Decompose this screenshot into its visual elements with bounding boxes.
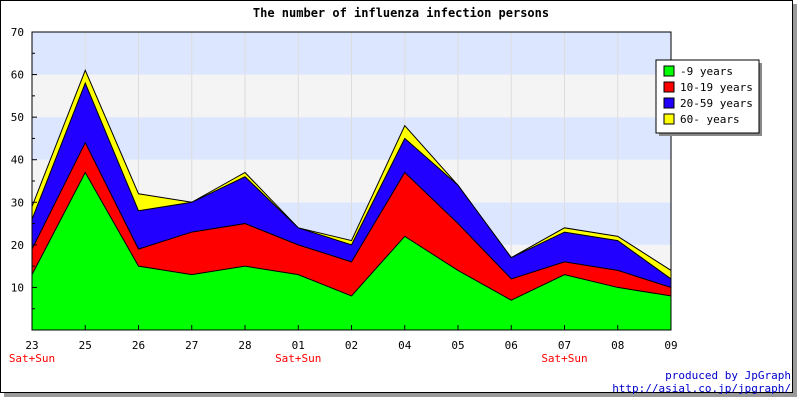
credit-url[interactable]: http://asial.co.jp/jpgraph/	[612, 382, 791, 394]
chart-frame: 10 20 30 40 50 60 70 23 25 26 27 28 01 02 04 05 06 07 08 09…	[0, 0, 793, 394]
legend-label: 10-19 years	[680, 81, 753, 94]
x-tick-label: 06	[505, 339, 518, 352]
area-series-1	[31, 171, 672, 331]
x-tick-label: 01	[292, 339, 305, 352]
legend-label: 20-59 years	[680, 97, 753, 110]
x-tick-label: 02	[345, 339, 358, 352]
x-tick-label: 28	[238, 339, 251, 352]
influenza-area-chart: 10 20 30 40 50 60 70 23 25 26 27 28 01 02 04 05 06 07 08 09…	[9, 6, 791, 394]
x-tick-label: 08	[611, 339, 624, 352]
axes: 10 20 30 40 50 60 70 23 25 26 27 28 01 02 04 05 06 07 08 09…	[9, 26, 678, 365]
legend-swatch	[663, 65, 675, 77]
legend-swatch	[663, 81, 675, 93]
stacked-areas	[31, 68, 672, 331]
x-tick-label: 25	[79, 339, 92, 352]
y-tick-label: 60	[11, 69, 24, 82]
y-tick-label: 50	[11, 111, 24, 124]
y-tick-label: 10	[11, 281, 24, 294]
credit-text: produced by JpGraph	[665, 369, 791, 382]
x-tick-label: 04	[398, 339, 412, 352]
x-tick-label: 05	[451, 339, 464, 352]
x-tick-label: 09	[664, 339, 677, 352]
weekend-label: Sat+Sun	[541, 352, 587, 365]
x-tick-label: 23	[25, 339, 38, 352]
y-tick-label: 20	[11, 239, 24, 252]
chart-title: The number of influenza infection person…	[253, 6, 549, 20]
x-tick-label: 07	[558, 339, 571, 352]
x-tick-label: 26	[132, 339, 145, 352]
legend-label: -9 years	[680, 65, 733, 78]
legend-swatch	[663, 113, 675, 125]
weekend-label: Sat+Sun	[275, 352, 321, 365]
legend: -9 years 10-19 years 20-59 years 60- years	[655, 59, 762, 136]
legend-label: 60- years	[680, 113, 740, 126]
legend-swatch	[663, 97, 675, 109]
y-tick-label: 30	[11, 196, 24, 209]
y-tick-label: 40	[11, 154, 24, 167]
weekend-label: Sat+Sun	[9, 352, 55, 365]
y-tick-label: 70	[11, 26, 24, 39]
x-tick-label: 27	[185, 339, 198, 352]
